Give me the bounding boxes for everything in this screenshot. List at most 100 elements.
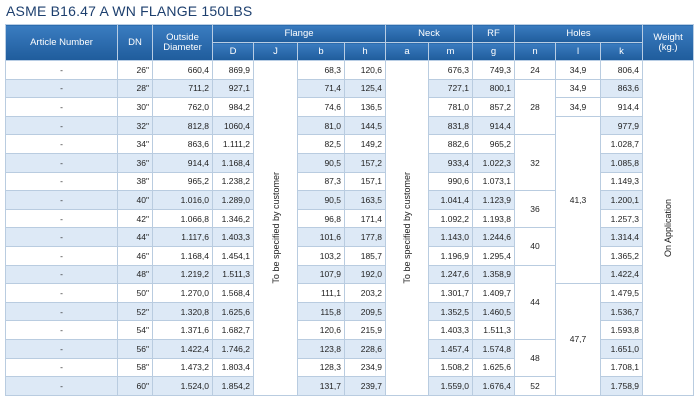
- k-cell: 1.593,8: [599, 320, 644, 340]
- k-cell: 977,9: [599, 115, 644, 136]
- header-cell: l: [555, 42, 601, 61]
- dn-cell: 30": [117, 97, 153, 117]
- dn-cell: 46": [117, 245, 153, 266]
- header-cell: h: [344, 42, 386, 61]
- article-cell: -: [5, 97, 118, 117]
- dn-cell: 52": [117, 301, 153, 322]
- d-cell: 1.111,2: [212, 134, 254, 154]
- dn-cell: 44": [117, 227, 153, 247]
- article-cell: -: [5, 245, 118, 266]
- article-cell: -: [5, 60, 118, 80]
- table-row: -50" 1.270,0 1.568,4 111,1 203,2 1.301,7 1.409…: [5, 283, 694, 396]
- header-cell: RF: [472, 24, 515, 43]
- n-cell: 36: [514, 190, 556, 229]
- od-cell: 965,2: [152, 171, 213, 192]
- d-cell: 927,1: [212, 78, 254, 99]
- article-cell: -: [5, 283, 118, 303]
- k-cell: 863,6: [599, 78, 644, 99]
- article-cell: -: [5, 320, 118, 340]
- dn-cell: 26": [117, 60, 153, 80]
- header-cell: D: [212, 42, 254, 61]
- n-cell: 40: [514, 227, 556, 266]
- b-cell: 81,0: [297, 115, 345, 136]
- g-cell: 914,4: [472, 115, 515, 136]
- b-cell: 128,3: [297, 357, 345, 378]
- dn-cell: 58": [117, 357, 153, 378]
- m-cell: 781,0: [428, 97, 473, 117]
- j-cell: To be specified by customer: [253, 60, 298, 396]
- b-cell: 107,9: [297, 264, 345, 285]
- n-cell: 52: [514, 376, 556, 396]
- d-cell: 984,2: [212, 97, 254, 117]
- b-cell: 82,5: [297, 134, 345, 154]
- b-cell: 123,8: [297, 338, 345, 359]
- g-cell: 1.073,1: [472, 171, 515, 192]
- table-body: -26" 660,4 869,9 To be specified by custome…: [5, 60, 695, 396]
- header-cell: Weight (kg.): [642, 24, 695, 61]
- l-cell: 34,9: [555, 60, 601, 80]
- g-cell: 1.123,9: [472, 190, 515, 210]
- d-cell: 1.803,4: [212, 357, 254, 378]
- header-cell: Flange: [212, 24, 386, 43]
- article-cell: -: [5, 208, 118, 229]
- article-cell: -: [5, 338, 118, 359]
- table-row: -54" 1.371,6 1.682,7 120,6 215,9 1.403,3 1.511…: [5, 320, 694, 340]
- k-cell: 1.422,4: [599, 264, 644, 285]
- d-cell: 1060,4: [212, 115, 254, 136]
- h-cell: 144,5: [344, 115, 386, 136]
- d-cell: 869,9: [212, 60, 254, 80]
- dn-cell: 32": [117, 115, 153, 136]
- k-cell: 1.200,1: [599, 190, 644, 210]
- header-cell: m: [428, 42, 473, 61]
- article-cell: -: [5, 227, 118, 247]
- h-cell: 177,8: [344, 227, 386, 247]
- k-cell: 1.365,2: [599, 245, 644, 266]
- g-cell: 1.193,8: [472, 208, 515, 229]
- od-cell: 1.016,0: [152, 190, 213, 210]
- d-cell: 1.403,3: [212, 227, 254, 247]
- g-cell: 749,3: [472, 60, 515, 80]
- l-cell: 34,9: [555, 97, 601, 117]
- article-cell: -: [5, 264, 118, 285]
- article-cell: -: [5, 115, 118, 136]
- od-cell: 762,0: [152, 97, 213, 117]
- m-cell: 1.247,6: [428, 264, 473, 285]
- h-cell: 157,2: [344, 152, 386, 173]
- g-cell: 1.574,8: [472, 338, 515, 359]
- dn-cell: 34": [117, 134, 153, 154]
- d-cell: 1.682,7: [212, 320, 254, 340]
- g-cell: 1.511,3: [472, 320, 515, 340]
- table-row: -26" 660,4 869,9 To be specified by custome…: [5, 60, 695, 396]
- od-cell: 1.066,8: [152, 208, 213, 229]
- table-row: -56" 1.422,4 1.746,2 123,8 228,6 1.457,4 1.574…: [5, 338, 694, 378]
- d-cell: 1.625,6: [212, 301, 254, 322]
- m-cell: 990,6: [428, 171, 473, 192]
- article-cell: -: [5, 190, 118, 210]
- b-cell: 71,4: [297, 78, 345, 99]
- article-cell: -: [5, 301, 118, 322]
- od-cell: 1.524,0: [152, 376, 213, 396]
- header-cell: a: [385, 42, 429, 61]
- g-cell: 1.409,7: [472, 283, 515, 303]
- h-cell: 171,4: [344, 208, 386, 229]
- header-cell: DN: [117, 24, 153, 61]
- article-cell: -: [5, 78, 118, 99]
- dn-cell: 42": [117, 208, 153, 229]
- dn-cell: 28": [117, 78, 153, 99]
- dn-cell: 38": [117, 171, 153, 192]
- table-row: -46" 1.168,4 1.454,1 103,2 185,7 1.196,9 1.295…: [5, 245, 694, 266]
- k-cell: 1.536,7: [599, 301, 644, 322]
- article-cell: -: [5, 376, 118, 396]
- header-cell: Outside Diameter: [152, 24, 213, 61]
- h-cell: 163,5: [344, 190, 386, 210]
- od-cell: 863,6: [152, 134, 213, 154]
- g-cell: 1.244,6: [472, 227, 515, 247]
- m-cell: 1.196,9: [428, 245, 473, 266]
- k-cell: 1.479,5: [599, 283, 644, 303]
- h-cell: 209,5: [344, 301, 386, 322]
- od-cell: 1.473,2: [152, 357, 213, 378]
- h-cell: 215,9: [344, 320, 386, 340]
- od-cell: 1.320,8: [152, 301, 213, 322]
- h-cell: 125,4: [344, 78, 386, 99]
